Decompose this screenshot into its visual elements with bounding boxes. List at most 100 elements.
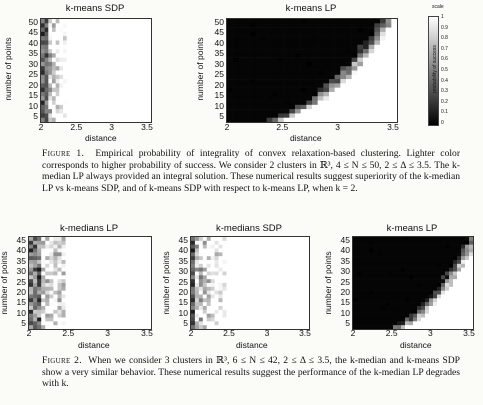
heatmap-cell [289, 302, 294, 307]
heatmap-cell [300, 104, 307, 110]
heatmap-cell [140, 27, 144, 33]
heatmap-cell [77, 248, 83, 253]
heatmap-cell [88, 61, 93, 67]
heatmap-cell [453, 302, 458, 307]
heatmap-cell [377, 240, 382, 245]
heatmap-cell [405, 248, 410, 253]
heatmap-cell [210, 298, 215, 303]
heatmap-cell [41, 302, 46, 307]
heatmap-cell [222, 294, 227, 299]
heatmap-cell [433, 275, 438, 280]
heatmap-cell [457, 302, 462, 307]
heatmap-cell [421, 317, 426, 322]
heatmap-cell [41, 79, 45, 84]
heatmap-cell [125, 113, 130, 119]
heatmap-cell [465, 325, 470, 329]
heatmap-cell [457, 271, 462, 276]
heatmap-cell [59, 36, 64, 41]
heatmap-cell [29, 283, 34, 288]
heatmap-cell [77, 267, 83, 272]
heatmap-cell [129, 23, 133, 28]
heatmap-cell [61, 271, 66, 276]
colorbar-gradient [428, 16, 439, 126]
heatmap-cell [41, 325, 46, 329]
heatmap-cell [285, 306, 290, 311]
heatmap-cell [110, 252, 115, 257]
heatmap-cell [110, 306, 115, 311]
heatmap-cell [206, 313, 211, 318]
heatmap-cell [389, 279, 394, 284]
heatmap-cell [222, 256, 227, 261]
heatmap-cell [377, 267, 382, 272]
heatmap-cell [227, 27, 233, 33]
heatmap-cell [397, 237, 402, 242]
heatmap-cell [41, 279, 46, 284]
heatmap-cell [106, 256, 111, 261]
heatmap-cell [250, 279, 255, 284]
heatmap-cell [323, 57, 330, 63]
heatmap-cell [65, 325, 70, 329]
heatmap-cell [329, 23, 335, 28]
heatmap-cell [257, 309, 263, 314]
heatmap-cell [102, 267, 107, 272]
heatmap-cell [230, 286, 235, 291]
heatmap-cell [255, 74, 262, 80]
heatmap-cell [346, 109, 352, 114]
heatmap-cell [351, 53, 358, 58]
heatmap-cell [433, 263, 438, 268]
heatmap-cell [250, 290, 255, 295]
heatmap-cell [257, 325, 263, 329]
heatmap-cell [255, 70, 262, 76]
heatmap-cell [269, 294, 274, 299]
heatmap-cell [52, 49, 56, 54]
heatmap-cell [323, 83, 330, 88]
heatmap-cell [334, 70, 341, 76]
heatmap-cell [445, 302, 450, 307]
y-tick-label: 40 [28, 37, 38, 48]
heatmap-cell [48, 61, 53, 67]
heatmap-cell [70, 49, 75, 54]
heatmap-cell [122, 237, 127, 242]
heatmap-cell [261, 27, 267, 33]
heatmap-cell [114, 31, 119, 37]
heatmap-cell [125, 96, 130, 101]
heatmap-cell [29, 286, 34, 291]
heatmap-cell [277, 325, 282, 329]
heatmap-cell [461, 248, 466, 253]
heatmap-cell [52, 91, 56, 97]
heatmap-cell [55, 104, 60, 110]
heatmap-cell [118, 57, 122, 63]
heatmap-cell [266, 40, 273, 46]
heatmap-cell [340, 19, 347, 24]
heatmap-cell [73, 260, 79, 265]
heatmap-cell [45, 306, 50, 311]
heatmap-cell [194, 279, 200, 284]
heatmap-cell [206, 252, 211, 257]
heatmap-cell [261, 309, 267, 314]
heatmap-cell [465, 286, 470, 291]
heatmap-cell [222, 286, 227, 291]
heatmap-cell [52, 66, 56, 71]
heatmap-cell [368, 19, 375, 24]
heatmap-cell [250, 271, 255, 276]
heatmap-cell [143, 53, 148, 58]
heatmap-cell [45, 286, 50, 291]
heatmap-cell [374, 104, 381, 110]
heatmap-cell [69, 240, 75, 245]
heatmap-cell [441, 240, 446, 245]
heatmap-cell [445, 267, 450, 272]
heatmap-cell [143, 83, 148, 88]
heatmap-cell [134, 283, 140, 288]
heatmap-cell [323, 53, 330, 58]
heatmap-cell [401, 237, 406, 242]
y-tick-label: 5 [219, 111, 224, 121]
heatmap-cell [74, 53, 78, 58]
heatmap-cell [48, 87, 53, 93]
heatmap-cell [453, 286, 458, 291]
heatmap-cell [373, 309, 378, 314]
heatmap-cell [261, 96, 267, 101]
heatmap-cell [106, 286, 111, 291]
heatmap-cell [249, 79, 256, 84]
heatmap-cell [346, 113, 352, 119]
heatmap-cell [369, 302, 374, 307]
